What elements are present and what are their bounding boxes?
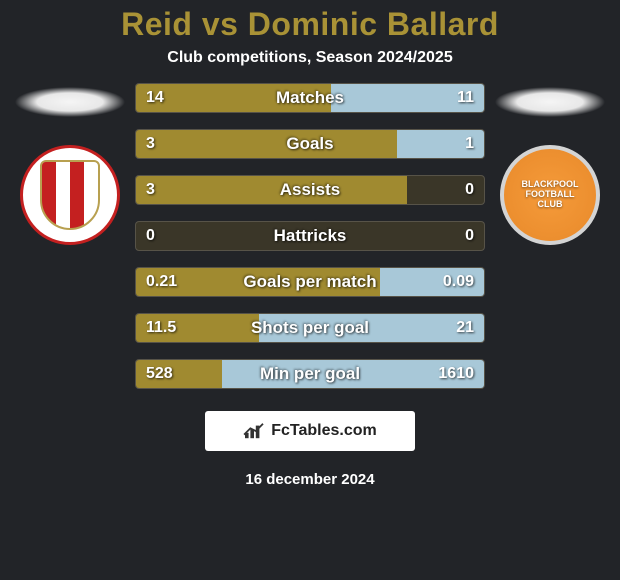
left-player-silhouette	[15, 87, 125, 117]
date-line: 16 december 2024	[245, 471, 374, 488]
shield-icon	[40, 160, 100, 230]
stat-left-fill	[136, 360, 222, 388]
stat-right-fill	[222, 360, 484, 388]
stat-right-fill	[397, 130, 484, 158]
right-club-crest: BLACKPOOL FOOTBALL CLUB	[500, 145, 600, 245]
stat-right-value: 0	[465, 222, 474, 250]
page-subtitle: Club competitions, Season 2024/2025	[167, 49, 452, 67]
stat-left-fill	[136, 176, 407, 204]
footer-brand-badge: FcTables.com	[205, 411, 415, 451]
left-club-crest	[20, 145, 120, 245]
page-title: Reid vs Dominic Ballard	[121, 6, 499, 43]
stat-left-value: 0	[146, 222, 155, 250]
stat-row: Goals per match0.210.09	[135, 267, 485, 297]
comparison-card: Reid vs Dominic Ballard Club competition…	[0, 0, 620, 580]
stat-right-fill	[259, 314, 484, 342]
stat-row: Assists30	[135, 175, 485, 205]
stat-row: Matches1411	[135, 83, 485, 113]
chart-icon	[243, 422, 265, 440]
stat-row: Goals31	[135, 129, 485, 159]
stats-bars: Matches1411Goals31Assists30Hattricks00Go…	[135, 83, 485, 389]
stat-left-fill	[136, 130, 397, 158]
stat-row: Shots per goal11.521	[135, 313, 485, 343]
right-player-silhouette	[495, 87, 605, 117]
stat-left-fill	[136, 268, 380, 296]
footer-brand-text: FcTables.com	[271, 422, 377, 440]
stat-row: Hattricks0 0	[135, 221, 485, 251]
stat-left-fill	[136, 84, 331, 112]
stat-right-value: 0	[465, 176, 474, 204]
stat-row: Min per goal5281610	[135, 359, 485, 389]
main-row: Matches1411Goals31Assists30Hattricks00Go…	[0, 83, 620, 389]
stat-right-fill	[380, 268, 484, 296]
stat-left-fill	[136, 314, 259, 342]
stat-label: Hattricks	[136, 222, 484, 250]
left-player-column	[5, 83, 135, 245]
right-player-column: BLACKPOOL FOOTBALL CLUB	[485, 83, 615, 245]
stat-right-fill	[331, 84, 484, 112]
